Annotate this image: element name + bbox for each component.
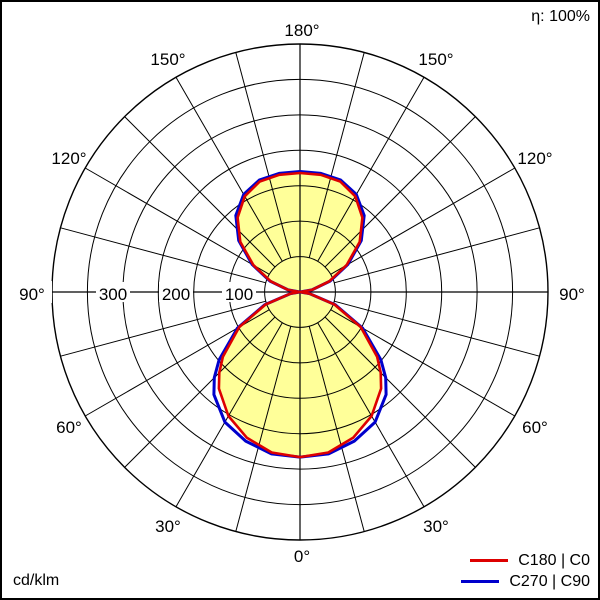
grid-spoke-75 [334,300,540,357]
angle-label-150-left: 150° [150,50,185,69]
grid-spoke-105 [334,227,540,284]
grid-spoke-15 [308,326,365,532]
angle-label-60-right: 60° [522,418,548,437]
grid-spoke-150 [317,76,425,262]
grid-spoke-45 [324,316,476,468]
legend-swatch-c180-c0 [470,559,509,562]
angle-label-30-left: 30° [155,517,181,536]
angle-label-180: 180° [284,21,319,40]
radial-label-200: 200 [162,285,190,304]
efficiency-label: η: 100% [531,8,590,25]
series-layer [212,170,388,459]
radial-label-100: 100 [225,285,253,304]
angle-label-90-left: 90° [19,285,45,304]
grid-spoke-345 [235,326,292,532]
angle-label-bg-90-left [12,281,52,303]
legend-swatch-c270-c90 [461,580,500,583]
grid-spoke-225 [124,116,276,268]
angle-label-120-right: 120° [517,149,552,168]
radial-label-300: 300 [99,285,127,304]
series-c180-c0 [217,171,383,459]
grid-spoke-120 [330,167,516,275]
grid-layer [12,43,592,541]
grid-spoke-165 [308,52,365,258]
grid-spoke-240 [84,167,270,275]
legend: C180 | C0 C270 | C90 [461,550,590,592]
radial-label-bg-300 [96,282,130,302]
grid-spoke-195 [235,52,292,258]
radial-label-bg-100 [222,282,256,302]
grid-spoke-255 [60,227,266,284]
legend-label-c270-c90: C270 | C90 [509,572,590,590]
grid-spoke-135 [324,116,476,268]
legend-item-c270-c90: C270 | C90 [461,571,590,592]
angle-label-60-left: 60° [56,418,82,437]
radial-label-bg-200 [159,282,193,302]
angle-label-90-right: 90° [559,285,585,304]
angle-label-30-right: 30° [423,517,449,536]
angle-label-bg-90-right [552,281,592,303]
series-c270-c90 [212,170,388,459]
grid-spoke-315 [124,316,276,468]
unit-label: cd/klm [13,572,60,589]
angle-label-150-right: 150° [418,50,453,69]
grid-spoke-210 [175,76,283,262]
angle-label-0: 0° [294,547,310,566]
legend-label-c180-c0: C180 | C0 [518,551,590,569]
grid-spoke-285 [60,300,266,357]
legend-item-c180-c0: C180 | C0 [461,550,590,571]
label-layer: 180° 150° 150° 120° 120° 90° 90° 60° 60°… [19,21,585,566]
angle-label-120-left: 120° [51,149,86,168]
